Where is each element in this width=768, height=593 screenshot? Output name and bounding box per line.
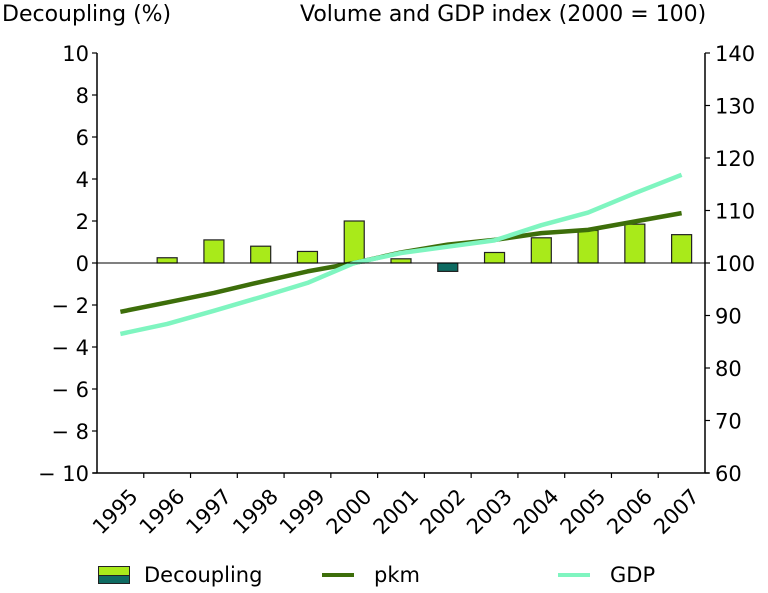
bar-decoupling-2000 — [343, 220, 365, 264]
x-tick-label: 2007 — [649, 484, 704, 539]
bar-decoupling-1998 — [250, 245, 272, 264]
left-tick-label: 0 — [76, 252, 89, 276]
line-gdp — [119, 172, 683, 337]
bar-decoupling-2002 — [437, 262, 459, 272]
legend-label-pkm: pkm — [374, 563, 420, 587]
bar-decoupling-1996 — [156, 257, 178, 264]
x-tick-label: 2005 — [556, 484, 611, 539]
legend-item-pkm: pkm — [322, 563, 420, 587]
right-tick-label: 80 — [715, 357, 742, 381]
x-tick-label: 2000 — [322, 484, 377, 539]
right-tick-label: 90 — [715, 305, 742, 329]
left-tick-label: 4 — [76, 168, 89, 192]
x-tick-label: 2003 — [462, 484, 517, 539]
legend-item-decoupling: Decoupling — [98, 563, 262, 587]
x-tick-label: 2002 — [415, 484, 470, 539]
x-tick-label: 2006 — [602, 484, 657, 539]
bar-decoupling-2006 — [624, 223, 646, 264]
left-tick-label: − 8 — [51, 420, 89, 444]
legend-label-decoupling: Decoupling — [144, 563, 263, 587]
left-tick-label: − 6 — [51, 378, 89, 402]
bar-decoupling-2007 — [671, 234, 693, 264]
right-tick-label: 110 — [715, 200, 755, 224]
bar-decoupling-2003 — [483, 251, 506, 264]
x-tick-label: 2001 — [369, 484, 424, 539]
bar-decoupling-1999 — [296, 250, 319, 264]
left-tick-label: − 4 — [51, 336, 89, 360]
bar-decoupling-2005 — [577, 229, 599, 264]
left-tick-label: − 2 — [51, 294, 89, 318]
x-tick-label: 1999 — [275, 484, 330, 539]
right-tick-label: 100 — [715, 252, 755, 276]
legend-label-gdp: GDP — [610, 563, 656, 587]
x-tick-label: 1997 — [181, 484, 236, 539]
right-axis-title: Volume and GDP index (2000 = 100) — [300, 2, 707, 27]
right-tick-label: 130 — [715, 95, 755, 119]
gdp-swatch — [558, 573, 590, 577]
x-tick-label: 2004 — [509, 484, 564, 539]
left-axis-title: Decoupling (%) — [2, 2, 172, 27]
left-tick-label: 10 — [62, 42, 89, 66]
decoupling-swatch — [98, 566, 130, 584]
left-tick-label: − 10 — [38, 462, 89, 486]
x-tick-label: 1995 — [88, 484, 143, 539]
legend-item-gdp: GDP — [558, 563, 655, 587]
x-tick-label: 1996 — [135, 484, 190, 539]
bar-decoupling-1997 — [203, 239, 225, 264]
left-tick-label: 8 — [76, 84, 89, 108]
right-tick-label: 140 — [715, 42, 755, 66]
right-tick-label: 60 — [715, 462, 742, 486]
right-tick-label: 120 — [715, 147, 755, 171]
pkm-swatch — [322, 573, 354, 577]
right-tick-label: 70 — [715, 410, 742, 434]
bar-decoupling-2004 — [530, 237, 552, 264]
left-tick-label: 2 — [76, 210, 89, 234]
x-tick-label: 1998 — [228, 484, 283, 539]
left-tick-label: 6 — [76, 126, 89, 150]
bar-decoupling-2001 — [390, 258, 412, 264]
